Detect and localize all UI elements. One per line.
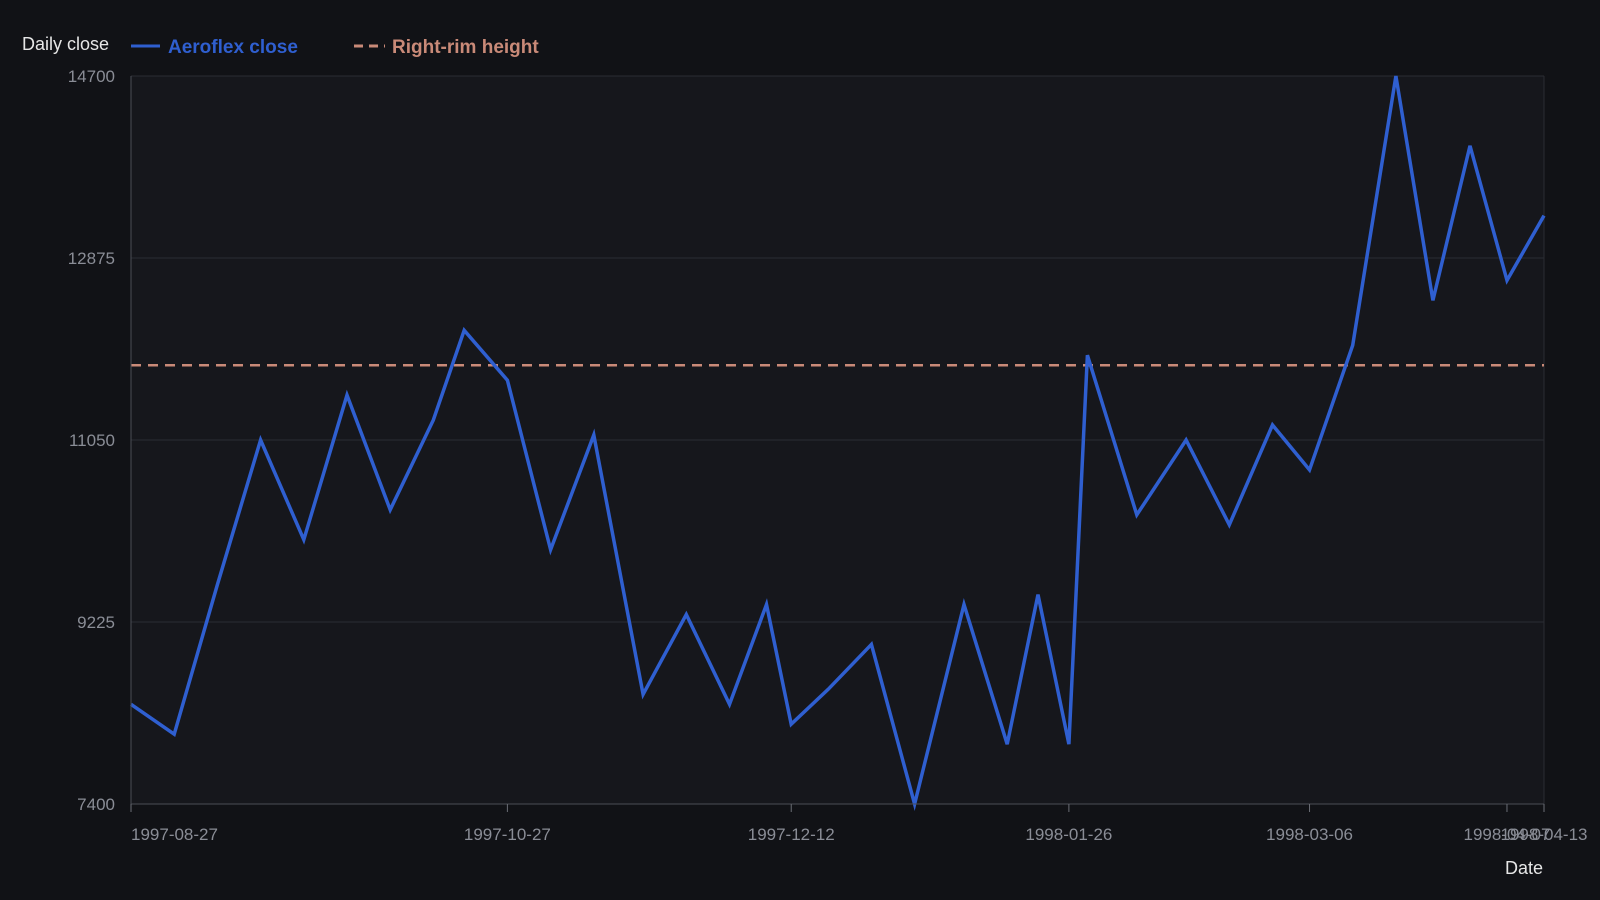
y-tick-label: 12875 xyxy=(68,249,115,268)
x-tick-label: 1997-12-12 xyxy=(748,825,835,844)
axes: 14700 12875 11050 9225 7400 1997-08-27 1997-10… xyxy=(68,67,1588,844)
y-tick-label: 11050 xyxy=(69,431,115,450)
y-tick-label: 14700 xyxy=(68,67,115,86)
x-tick-label: 1998-03-06 xyxy=(1266,825,1353,844)
x-tick-label: 1998-04-13 xyxy=(1501,825,1588,844)
legend-label-right-rim-height: Right-rim height xyxy=(392,37,539,58)
grid xyxy=(131,75,1545,805)
y-tick-label: 7400 xyxy=(77,795,115,814)
x-tick-label: 1997-08-27 xyxy=(131,825,218,844)
series-line-aeroflex-close xyxy=(130,75,1546,811)
x-tick-label: 1998-01-26 xyxy=(1025,825,1112,844)
legend-label-aeroflex-close: Aeroflex close xyxy=(168,37,298,58)
legend: Aeroflex close Right-rim height xyxy=(131,37,539,58)
x-axis-title: Date xyxy=(1505,858,1543,878)
x-tick-label: 1997-10-27 xyxy=(464,825,551,844)
y-tick-label: 9225 xyxy=(77,613,115,632)
x-tick-label: 1998-04-07 xyxy=(1463,825,1550,844)
y-axis-title: Daily close xyxy=(22,34,109,54)
series-layer xyxy=(130,75,1546,811)
